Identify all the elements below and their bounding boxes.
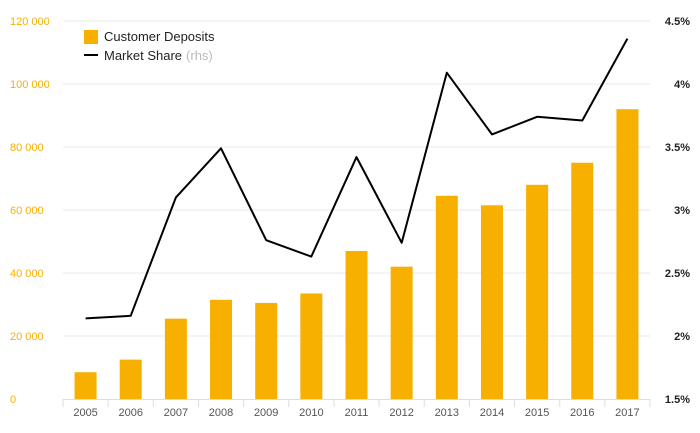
line-series — [85, 38, 629, 320]
x-tick-label-2015: 2015 — [525, 407, 549, 419]
bar-series — [74, 109, 639, 399]
bar-2006 — [119, 359, 142, 399]
bar-2005 — [74, 372, 97, 399]
bar-2013 — [435, 195, 458, 399]
legend-label-customer-deposits: Customer Deposits — [104, 29, 215, 44]
bar-2017 — [616, 109, 639, 399]
market-share-line — [85, 38, 629, 320]
x-tick-label-2017: 2017 — [615, 407, 639, 419]
right-tick-label: 3% — [674, 205, 690, 217]
x-axis: 2005 2006 2007 2008 2009 2010 2011 2012 2013 2014… — [62, 399, 651, 419]
x-tick-label-2014: 2014 — [480, 407, 504, 419]
gridlines — [63, 20, 650, 337]
bar-2007 — [164, 318, 187, 399]
right-tick-label: 3.5% — [665, 142, 690, 154]
x-tick-label-2009: 2009 — [254, 407, 278, 419]
left-tick-label: 100 000 — [10, 79, 50, 91]
legend-label-market-share: Market Share (rhs) — [104, 48, 213, 63]
bar-2008 — [210, 299, 233, 399]
right-tick-label: 2% — [674, 331, 690, 343]
bar-2014 — [480, 205, 503, 399]
legend-label-market-share-name: Market Share — [104, 48, 182, 63]
bar-2009 — [255, 302, 278, 399]
x-tick-label-2011: 2011 — [345, 407, 369, 419]
x-tick-label-2008: 2008 — [209, 407, 233, 419]
x-tick-label-2005: 2005 — [73, 407, 97, 419]
left-tick-label: 120 000 — [10, 16, 50, 28]
x-tick-label-2013: 2013 — [435, 407, 459, 419]
bar-2011 — [345, 250, 368, 399]
bar-2015 — [526, 184, 549, 399]
right-y-axis: 1.5% 2% 2.5% 3% 3.5% 4% 4.5% — [665, 16, 690, 406]
x-tick-label-2006: 2006 — [118, 407, 142, 419]
left-tick-label: 80 000 — [10, 142, 44, 154]
legend-label-rhs-suffix: (rhs) — [186, 48, 213, 63]
bar-2016 — [571, 162, 594, 399]
x-tick-label-2010: 2010 — [299, 407, 323, 419]
legend: Customer Deposits Market Share (rhs) — [84, 29, 215, 63]
right-tick-label: 4% — [674, 79, 690, 91]
legend-swatch-bar — [84, 30, 98, 44]
right-tick-label: 4.5% — [665, 16, 690, 28]
x-tick-label-2012: 2012 — [389, 407, 413, 419]
left-tick-label: 20 000 — [10, 331, 44, 343]
left-y-axis: 0 20 000 40 000 60 000 80 000 100 000 120 000 — [10, 16, 50, 406]
x-tick-label-2016: 2016 — [570, 407, 594, 419]
left-tick-label: 40 000 — [10, 268, 44, 280]
bar-2012 — [390, 266, 413, 399]
right-tick-label: 2.5% — [665, 268, 690, 280]
left-tick-label: 60 000 — [10, 205, 44, 217]
right-tick-label: 1.5% — [665, 394, 690, 406]
x-tick-label-2007: 2007 — [164, 407, 188, 419]
bar-2010 — [300, 293, 323, 399]
left-tick-label: 0 — [10, 394, 16, 406]
